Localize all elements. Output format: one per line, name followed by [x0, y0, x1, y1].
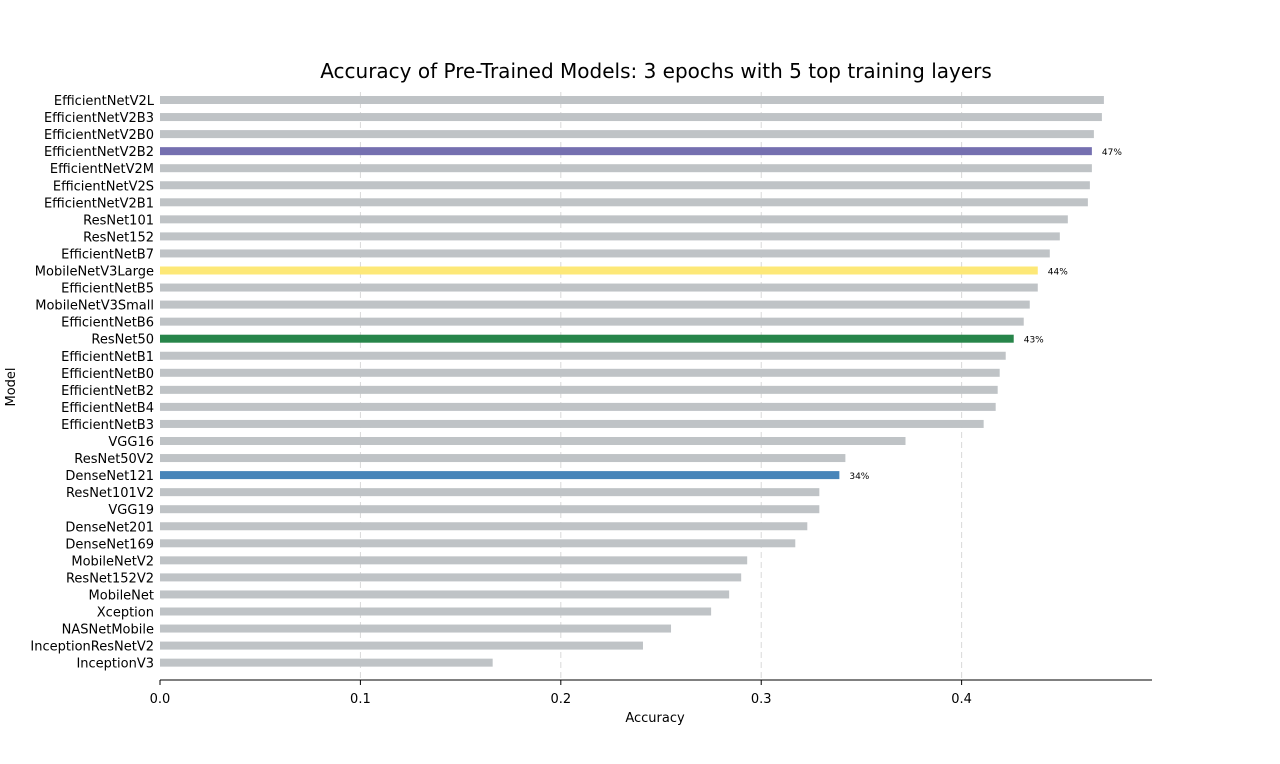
y-axis-title: Model — [4, 367, 19, 406]
x-tick-label: 0.2 — [550, 692, 571, 707]
data-label: 47% — [1102, 148, 1122, 158]
bar — [160, 522, 808, 531]
bar — [160, 232, 1060, 241]
bar — [160, 419, 984, 428]
bar — [160, 130, 1094, 139]
bar — [160, 283, 1038, 292]
bar — [160, 215, 1068, 224]
bar — [160, 198, 1088, 207]
y-tick-label: VGG16 — [108, 435, 154, 450]
x-tick-labels: 0.0 0.1 0.2 0.3 0.4 — [150, 680, 972, 707]
y-tick-label: Xception — [97, 606, 154, 621]
bar — [160, 454, 846, 463]
bar — [160, 164, 1092, 173]
y-tick-label: EfficientNetV2L — [54, 94, 155, 109]
y-tick-label: ResNet50V2 — [74, 452, 154, 467]
y-tick-label: ResNet101V2 — [66, 486, 154, 501]
bar — [160, 181, 1090, 190]
bar — [160, 300, 1030, 309]
bar — [160, 505, 820, 514]
y-tick-label: EfficientNetV2M — [50, 162, 154, 177]
x-tick-label: 0.4 — [951, 692, 972, 707]
x-tick-label: 0.0 — [150, 692, 171, 707]
bar — [160, 351, 1006, 360]
bars — [160, 96, 1104, 667]
y-tick-label: DenseNet169 — [65, 537, 154, 552]
chart-title: Accuracy of Pre-Trained Models: 3 epochs… — [320, 59, 992, 83]
y-tick-label: DenseNet121 — [65, 469, 154, 484]
bar — [160, 249, 1050, 258]
y-tick-label: MobileNetV3Large — [35, 265, 154, 280]
y-tick-label: EfficientNetB0 — [61, 367, 154, 382]
data-labels: 47% 44% 43% 34% — [849, 148, 1122, 482]
y-tick-label: EfficientNetB2 — [61, 384, 154, 399]
y-tick-label: ResNet152V2 — [66, 571, 154, 586]
data-label: 43% — [1024, 336, 1044, 346]
x-axis-title: Accuracy — [625, 711, 685, 726]
bar — [160, 402, 996, 411]
y-tick-label: EfficientNetB3 — [61, 418, 154, 433]
bar — [160, 147, 1092, 156]
y-tick-label: MobileNetV2 — [71, 554, 154, 569]
bar — [160, 607, 712, 616]
y-tick-label: ResNet101 — [83, 213, 154, 228]
bar — [160, 471, 840, 480]
x-tick-label: 0.1 — [350, 692, 371, 707]
bar — [160, 624, 672, 633]
bar — [160, 488, 820, 497]
y-tick-label: MobileNetV3Small — [35, 299, 154, 314]
data-label: 34% — [849, 472, 869, 482]
x-tick-label: 0.3 — [751, 692, 772, 707]
bar — [160, 437, 906, 445]
y-tick-label: MobileNet — [89, 588, 154, 603]
y-tick-labels: EfficientNetV2L EfficientNetV2B3 Efficient… — [30, 94, 154, 672]
y-tick-label: EfficientNetV2B1 — [44, 196, 154, 211]
bar — [160, 385, 998, 394]
y-tick-label: EfficientNetB6 — [61, 316, 154, 331]
bar — [160, 641, 643, 650]
y-tick-label: EfficientNetV2S — [53, 179, 154, 194]
y-tick-label: InceptionResNetV2 — [30, 640, 154, 655]
bar — [160, 317, 1024, 326]
y-tick-label: EfficientNetB7 — [61, 247, 154, 262]
y-tick-label: EfficientNetV2B2 — [44, 145, 154, 160]
y-tick-label: EfficientNetB5 — [61, 282, 154, 297]
y-tick-label: EfficientNetV2B0 — [44, 128, 154, 143]
bar — [160, 573, 742, 582]
bar — [160, 113, 1102, 122]
bar — [160, 334, 1014, 343]
y-tick-label: VGG19 — [108, 503, 154, 518]
bar — [160, 266, 1038, 275]
y-tick-label: NASNetMobile — [62, 623, 154, 638]
y-tick-label: EfficientNetB4 — [61, 401, 154, 416]
data-label: 44% — [1048, 268, 1068, 278]
bar — [160, 96, 1104, 104]
bar — [160, 590, 730, 599]
bar — [160, 368, 1000, 377]
bar — [160, 658, 493, 667]
y-tick-label: InceptionV3 — [76, 657, 154, 672]
y-tick-label: DenseNet201 — [65, 520, 154, 535]
y-tick-label: EfficientNetV2B3 — [44, 111, 154, 126]
bar — [160, 539, 796, 548]
y-tick-label: ResNet152 — [83, 230, 154, 245]
bar — [160, 556, 748, 565]
y-tick-label: EfficientNetB1 — [61, 350, 154, 365]
y-tick-label: ResNet50 — [91, 333, 154, 348]
